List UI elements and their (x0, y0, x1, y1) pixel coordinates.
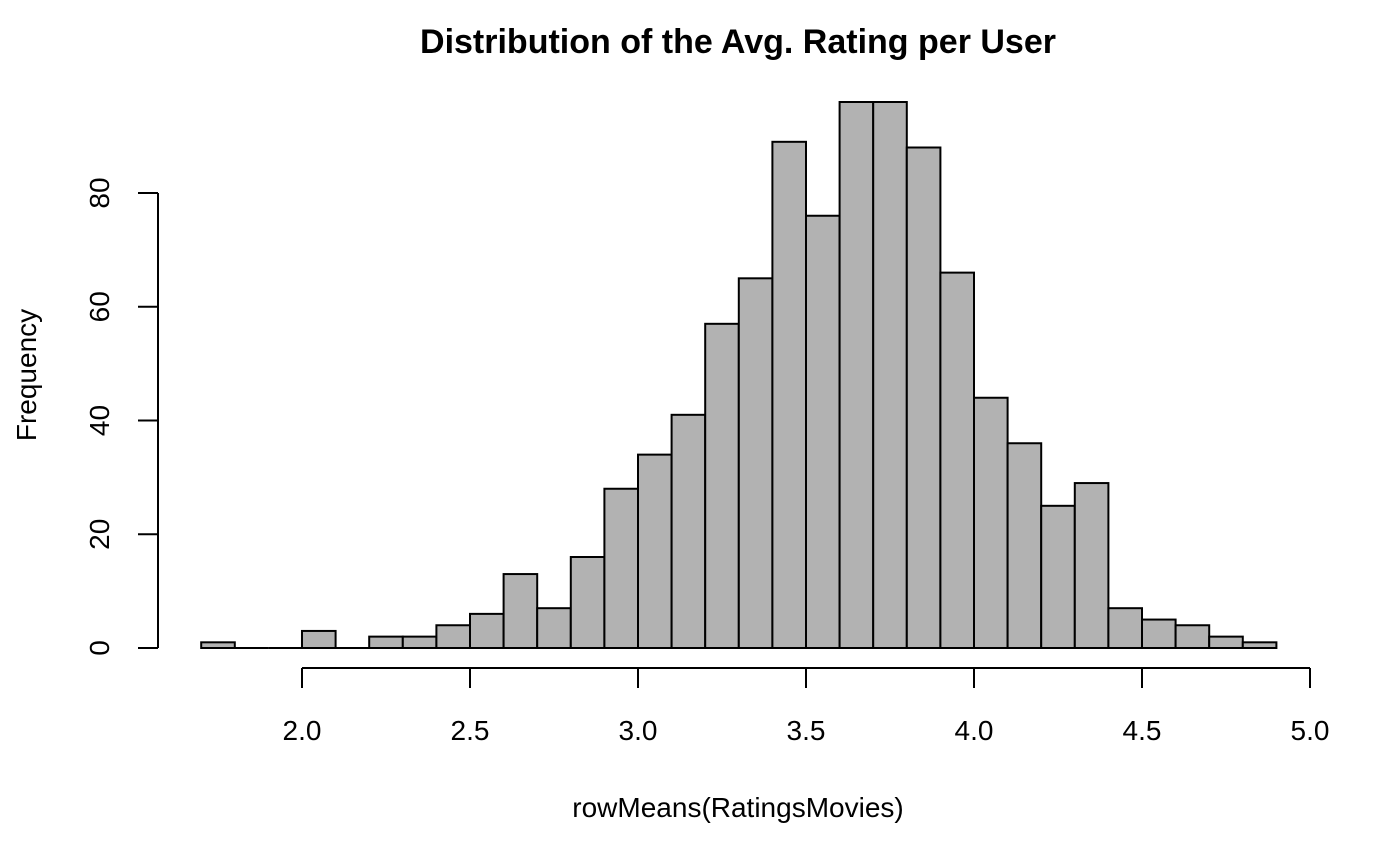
chart-title: Distribution of the Avg. Rating per User (420, 23, 1056, 61)
histogram-bar (301, 629, 337, 649)
histogram-bar (771, 140, 808, 649)
x-axis-label: rowMeans(RatingsMovies) (572, 792, 903, 823)
x-tick-label: 4.5 (1123, 715, 1162, 746)
histogram-bar (368, 635, 404, 649)
histogram-bar (973, 396, 1009, 649)
histogram-bar (805, 214, 841, 649)
histogram-bar (536, 607, 572, 649)
y-tick-label: 20 (84, 519, 115, 550)
histogram-bar (1006, 442, 1043, 649)
histogram-bar (637, 453, 673, 649)
histogram-bar (401, 635, 438, 649)
histogram-bar (435, 624, 471, 649)
x-tick-label: 2.5 (451, 715, 490, 746)
histogram-bar (200, 641, 236, 649)
histogram-bar (1174, 624, 1211, 649)
y-tick-label: 80 (84, 177, 115, 208)
histogram-bar (502, 573, 539, 649)
x-tick-label: 3.0 (619, 715, 658, 746)
histogram-bar (1073, 482, 1110, 649)
y-tick-label: 0 (84, 640, 115, 656)
x-tick-label: 3.5 (787, 715, 826, 746)
histogram-bar (1107, 607, 1144, 649)
x-axis: 2.0 2.5 3.0 3.5 4.0 4.5 5.0 (283, 667, 1330, 746)
histogram-bar (670, 413, 707, 649)
histogram-bar (569, 556, 606, 649)
histogram-bar (838, 101, 875, 649)
y-axis: 0 20 40 60 80 (84, 177, 159, 656)
histogram-bar (737, 277, 774, 649)
histogram-bar (1208, 635, 1244, 649)
y-tick-label: 40 (84, 405, 115, 436)
histogram-bar (905, 146, 942, 649)
histogram-bar (1040, 504, 1076, 649)
histogram-bar (1241, 641, 1278, 649)
histogram-bar (704, 322, 740, 649)
histogram-bar (939, 271, 976, 649)
histogram-bar (603, 487, 640, 649)
y-axis-label: Frequency (11, 309, 42, 441)
x-tick-label: 5.0 (1291, 715, 1330, 746)
y-tick-label: 60 (84, 291, 115, 322)
histogram-bar (1141, 618, 1177, 649)
bars-group (200, 101, 1278, 649)
x-tick-label: 2.0 (283, 715, 322, 746)
x-tick-label: 4.0 (955, 715, 994, 746)
histogram-bar (872, 101, 908, 649)
histogram-bar (469, 612, 505, 649)
